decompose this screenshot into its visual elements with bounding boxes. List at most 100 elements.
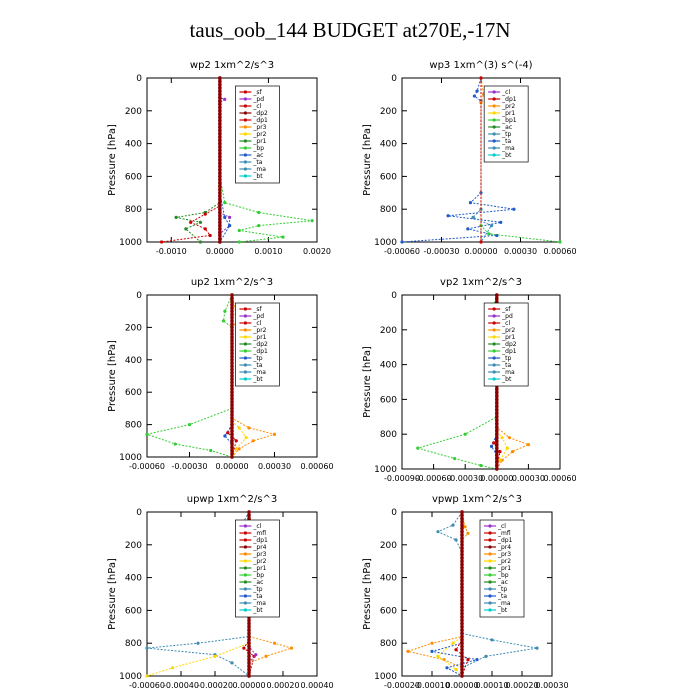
zero-line-marker: [230, 312, 234, 317]
zero-line-marker: [218, 95, 222, 100]
zero-line-marker: [230, 422, 234, 427]
zero-line-marker: [247, 647, 251, 652]
series-line-3: [431, 512, 478, 677]
x-tick-label: -0.00060: [416, 474, 452, 483]
legend-label: _pr2: [252, 131, 266, 138]
zero-line-marker: [460, 631, 464, 636]
y-tick-label: 600: [125, 606, 142, 616]
zero-line-marker: [218, 168, 222, 172]
x-tick-label: 0.00030: [258, 462, 291, 471]
x-tick-label: -0.00060: [129, 681, 165, 690]
zero-line-marker: [460, 621, 464, 626]
zero-line-marker: [247, 661, 251, 665]
series-point: [507, 436, 512, 440]
zero-line-marker: [218, 207, 222, 211]
legend-label: _ma: [252, 166, 266, 173]
chart-wp2: wp2 1xm^2/s^3 Pressure [hPa] 0 200 400 600 800…: [107, 60, 331, 256]
zero-line-marker: [247, 670, 251, 675]
legend-label: _pr2: [252, 558, 266, 565]
legend-marker: [243, 174, 247, 178]
legend-marker: [243, 139, 247, 143]
zero-line-marker: [495, 432, 499, 437]
zero-line-marker: [460, 536, 464, 541]
legend-marker: [243, 377, 247, 381]
zero-line-marker: [460, 654, 464, 659]
zero-line-marker: [230, 302, 234, 307]
legend-marker: [488, 538, 492, 542]
series-line-1: [176, 78, 221, 243]
legend-marker: [492, 125, 496, 129]
zero-line-marker: [230, 419, 234, 424]
series-point: [237, 447, 241, 451]
zero-line-marker: [495, 453, 499, 457]
legend-label: _cl: [252, 320, 261, 327]
legend-marker: [488, 566, 492, 570]
zero-line-marker: [460, 510, 464, 514]
x-tick-label: 0.00000: [232, 681, 265, 690]
series-point: [466, 531, 470, 535]
series-point: [471, 215, 475, 219]
series-point: [289, 646, 294, 650]
zero-line-marker: [247, 651, 251, 655]
zero-line-marker: [230, 306, 234, 310]
zero-line-marker: [247, 634, 251, 639]
zero-line-marker: [218, 109, 222, 113]
chart-upwp: upwp 1xm^2/s^3 Pressure [hPa] 0 200 400 600 80…: [107, 494, 334, 690]
legend-label: _pr3: [497, 551, 511, 558]
zero-line-marker: [247, 618, 251, 623]
zero-line-marker: [218, 82, 222, 87]
series-point: [479, 240, 483, 244]
plot-frame: [146, 511, 318, 677]
zero-line-marker: [230, 309, 234, 314]
zero-line-marker: [230, 335, 234, 339]
series-point: [234, 439, 238, 443]
zero-line-marker: [218, 230, 222, 234]
zero-line-marker: [230, 426, 234, 430]
zero-line-marker: [218, 92, 222, 97]
legend-marker: [243, 125, 247, 129]
series-line-0: [145, 294, 233, 458]
series-point: [247, 426, 251, 430]
legend-label: _ac: [252, 579, 263, 586]
zero-line-marker: [247, 631, 251, 636]
zero-line-marker: [460, 670, 464, 675]
series-point: [487, 232, 491, 236]
series-point: [436, 530, 440, 534]
series-line-1: [406, 511, 469, 676]
zero-line-marker: [218, 184, 222, 189]
legend-label: _mfl: [252, 530, 266, 537]
zero-line-marker: [230, 393, 234, 398]
chart-title: vpwp 1xm^2/s^3: [432, 494, 522, 505]
zero-line-marker: [218, 191, 222, 195]
legend-label: _tp: [252, 586, 262, 593]
zero-line-marker: [230, 383, 234, 388]
legend-label: _pr3: [252, 551, 266, 558]
y-tick-label: 0: [391, 508, 397, 518]
series-point: [223, 201, 227, 205]
zero-line-marker: [247, 657, 251, 662]
zero-line-marker: [495, 425, 499, 430]
y-tick-label: 1000: [119, 453, 142, 463]
series-point: [237, 240, 241, 244]
legend-label: _cl: [252, 523, 261, 530]
legend-label: _tp: [501, 131, 511, 138]
zero-line-marker: [218, 154, 222, 159]
zero-line-marker: [247, 674, 251, 678]
legend-marker: [243, 153, 247, 157]
zero-line-marker: [495, 397, 499, 402]
zero-line-marker: [495, 446, 499, 450]
zero-line-marker: [460, 605, 464, 609]
x-tick-label: -0.00020: [197, 681, 233, 690]
zero-line-marker: [230, 435, 234, 440]
series-point: [472, 94, 477, 98]
x-tick-label: 0.00000: [480, 474, 513, 483]
y-tick-label: 1000: [374, 465, 397, 475]
y-axis-label: Pressure [hPa]: [362, 124, 373, 196]
zero-line-marker: [495, 401, 499, 405]
series-point: [203, 212, 207, 216]
legend-label: _ac: [497, 579, 508, 586]
series-point: [223, 309, 227, 313]
legend-marker: [492, 111, 496, 115]
zero-line-marker: [495, 296, 499, 301]
legend-label: _pr2: [501, 327, 515, 334]
